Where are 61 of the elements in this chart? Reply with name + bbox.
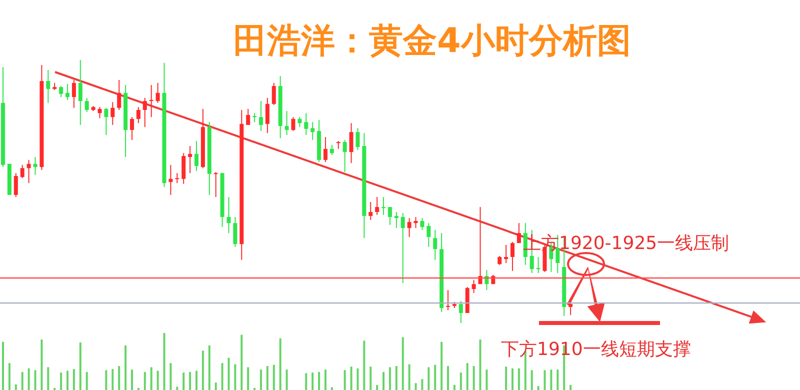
chart-title: 田浩洋：黄金4小时分析图 <box>233 21 631 61</box>
candlestick <box>272 82 276 106</box>
candlestick <box>14 172 18 198</box>
candlestick <box>130 116 134 140</box>
candlestick <box>194 140 198 172</box>
candlestick <box>246 108 250 126</box>
candlestick <box>142 97 147 128</box>
candlestick <box>323 136 328 163</box>
candlestick <box>536 256 540 274</box>
candlestick <box>291 116 296 132</box>
candlestick <box>472 280 476 294</box>
candlestick <box>226 196 231 234</box>
candlestick <box>356 128 360 150</box>
candlestick <box>458 300 463 323</box>
candlestick <box>33 156 38 176</box>
candlestick <box>156 82 160 104</box>
candlestick <box>510 241 515 272</box>
candlestick <box>426 222 431 248</box>
candlestick <box>65 83 70 100</box>
candlestick <box>110 102 115 126</box>
candlestick <box>233 216 238 248</box>
candlestick <box>568 302 573 316</box>
candlestick <box>265 97 270 134</box>
candlestick <box>84 97 89 113</box>
candlestick <box>414 216 418 229</box>
candlestick <box>20 164 24 179</box>
candlestick <box>349 122 354 164</box>
candlestick <box>304 112 308 136</box>
candlestick <box>104 107 108 136</box>
candlestick <box>59 86 64 98</box>
candlestick <box>188 146 192 174</box>
candlestick <box>168 164 173 196</box>
candlestick <box>407 218 412 238</box>
candlestick <box>420 218 424 230</box>
candlestick <box>149 84 154 118</box>
candlestick <box>394 212 398 229</box>
candlestick <box>504 244 508 264</box>
candlestick <box>175 172 180 184</box>
candlestick <box>298 116 302 128</box>
candlestick <box>446 290 450 311</box>
candlestick <box>117 79 122 110</box>
candlestick <box>258 100 263 132</box>
candlestick <box>182 152 186 184</box>
candlestick <box>375 196 380 216</box>
candlestick <box>46 69 50 104</box>
candlestick <box>98 106 102 119</box>
candlestick <box>388 206 392 226</box>
candlestick <box>516 222 521 244</box>
candlestick <box>342 139 347 173</box>
candlestick <box>72 79 76 108</box>
candlestick <box>310 122 315 140</box>
candlestick <box>368 202 373 220</box>
candlestick <box>26 159 31 184</box>
candlestick <box>400 212 405 284</box>
candlestick <box>330 144 334 156</box>
candlestick <box>382 196 386 216</box>
candlestick <box>214 172 218 198</box>
candlestick <box>78 60 82 126</box>
candlestick <box>284 110 289 136</box>
candlestick <box>433 229 438 260</box>
candlestick <box>136 106 140 124</box>
